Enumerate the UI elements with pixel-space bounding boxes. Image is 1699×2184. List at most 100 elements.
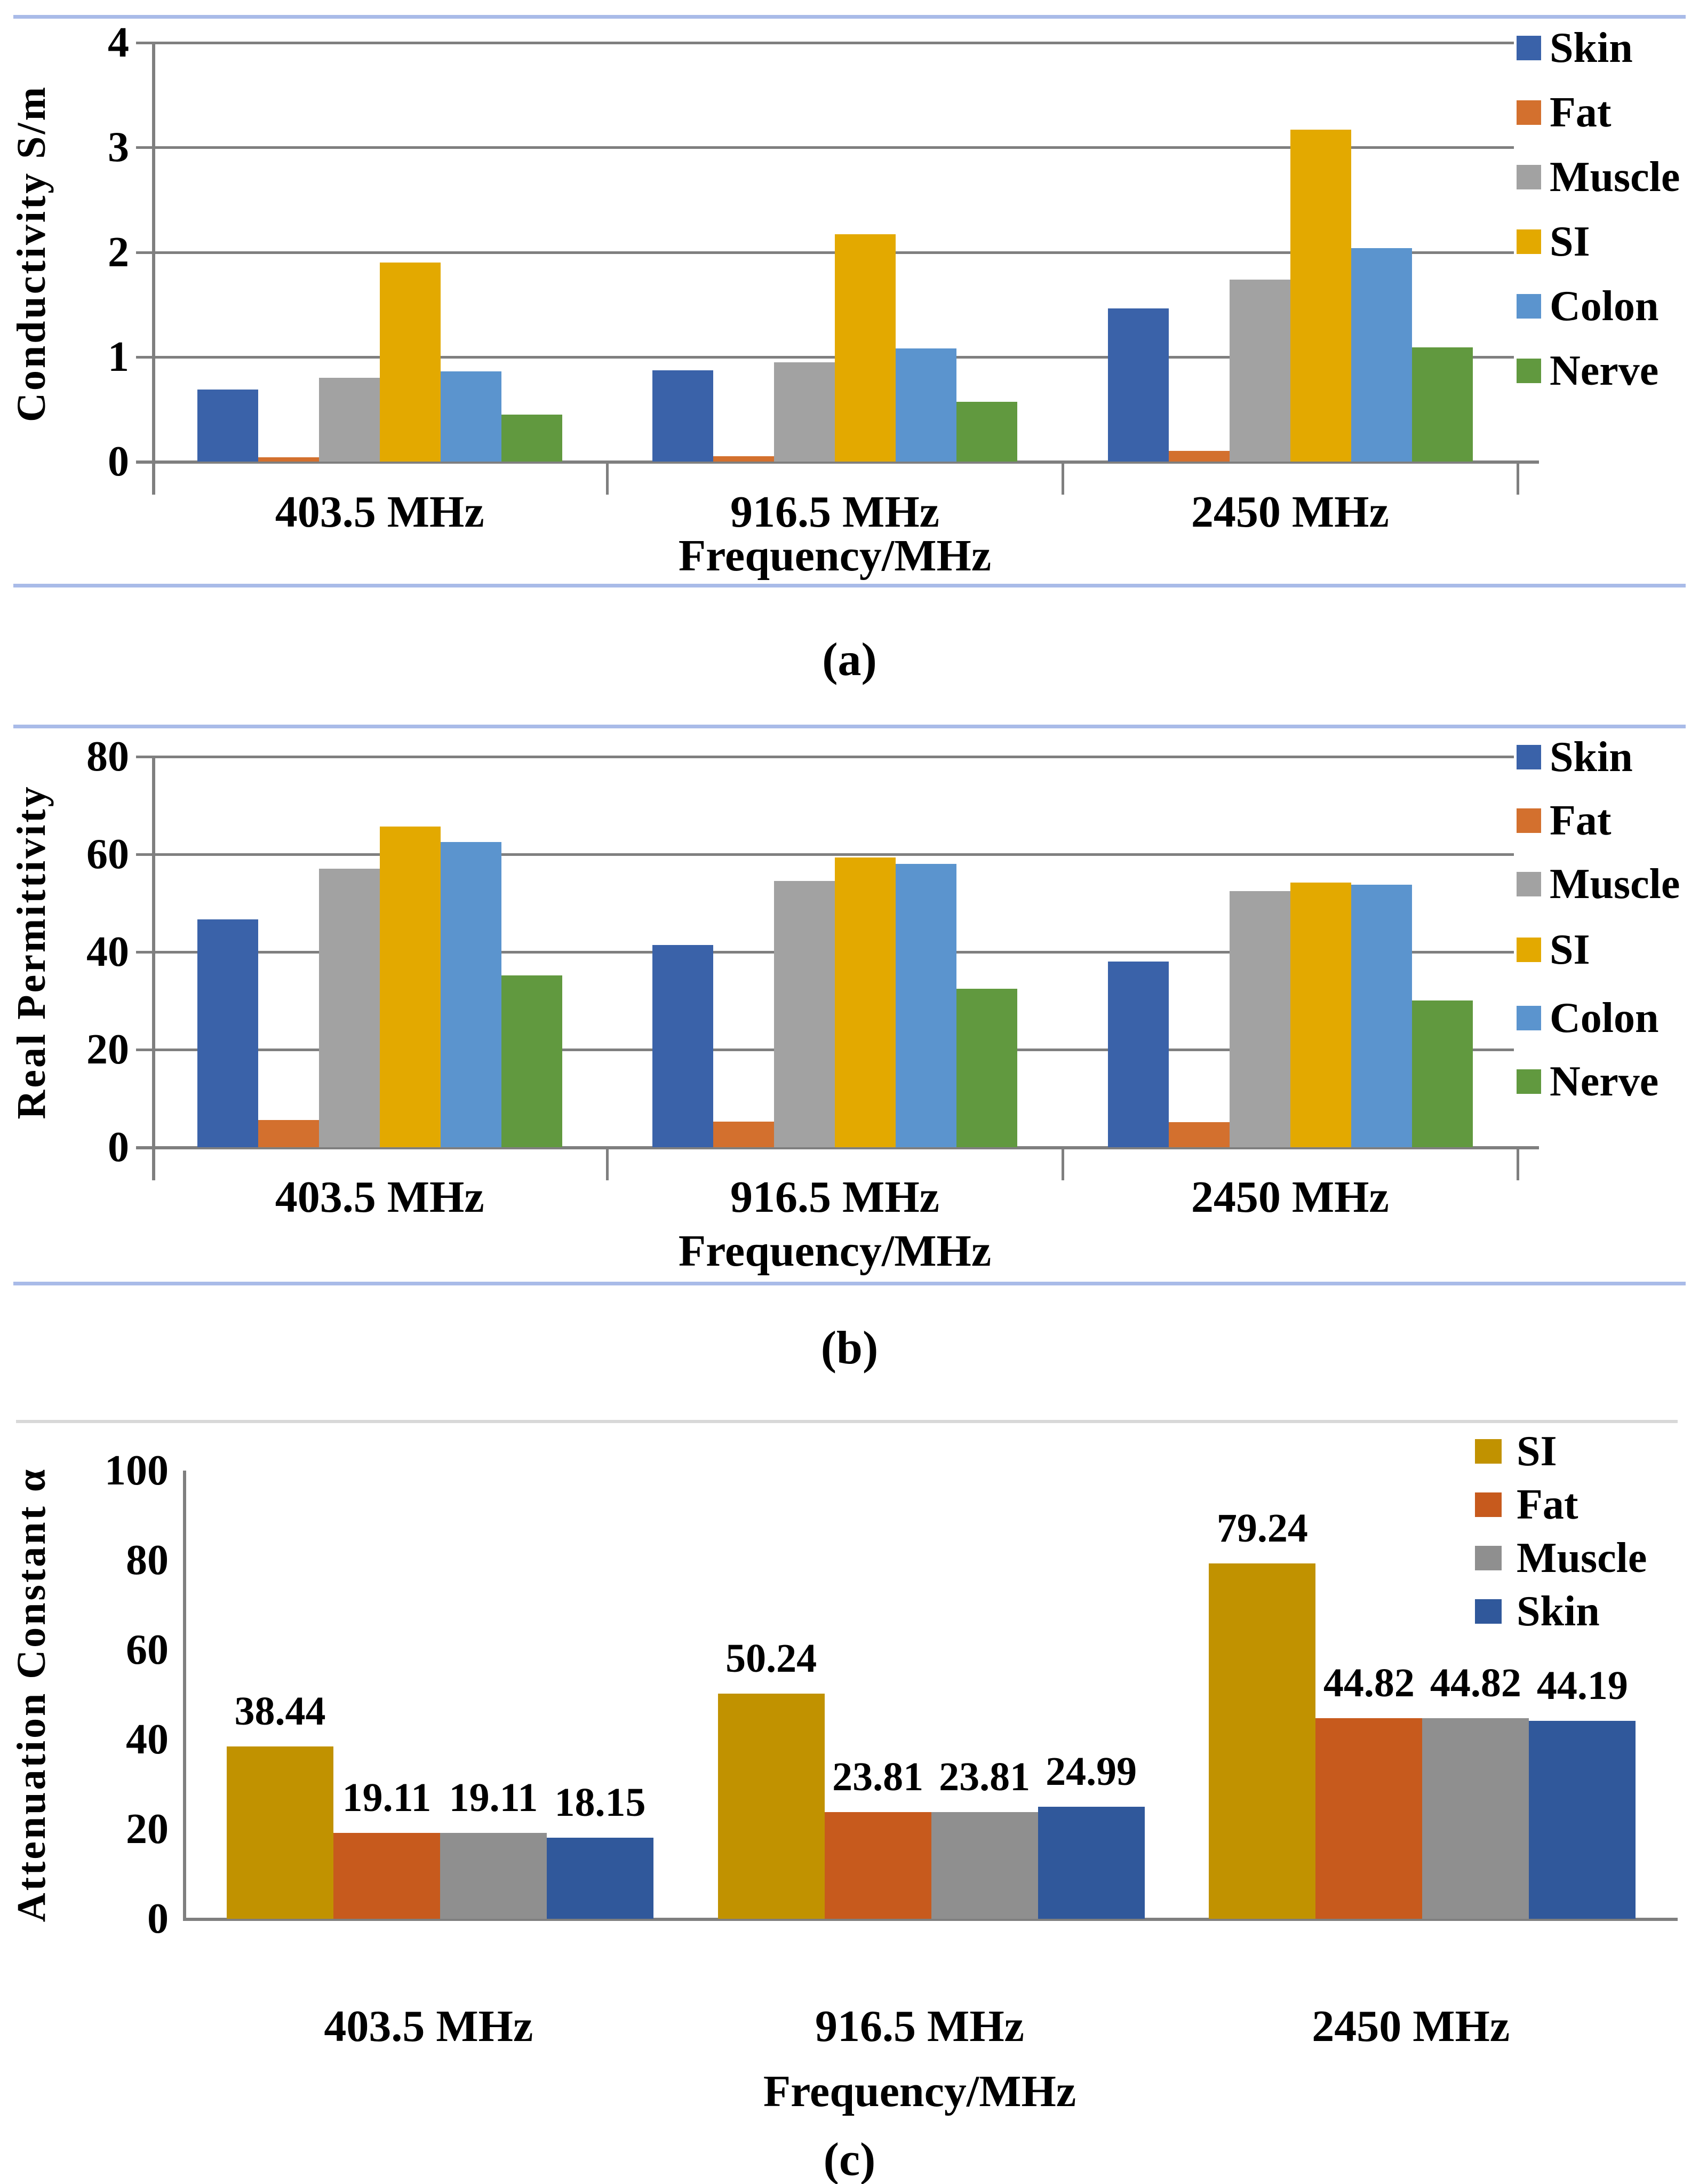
legend-label-muscle: Muscle [1550,154,1680,201]
legend-label-si: SI [1517,1428,1557,1475]
y-tick-label: 0 [147,1895,169,1942]
y-tick-label: 3 [108,124,129,171]
bar-muscle [1422,1718,1529,1919]
legend-label-fat: Fat [1550,89,1612,136]
caption-c: (c) [823,2134,876,2184]
bar-muscle [1229,891,1290,1147]
legend-label-muscle: Muscle [1550,861,1680,908]
y-tick-label: 2 [108,228,129,276]
divider-line-top-a [13,15,1686,19]
bar-si [1290,129,1351,462]
bar-nerve [501,975,562,1147]
bar-value-label: 24.99 [1046,1749,1137,1794]
legend-swatch-skin [1517,745,1541,769]
y-tick-label: 80 [86,733,129,780]
bar-value-label: 44.82 [1430,1660,1521,1705]
x-axis-tick [1517,1147,1519,1180]
legend-swatch-si [1475,1439,1502,1464]
bar-si [717,1693,825,1919]
bar-fat [713,456,775,462]
gridline [136,1049,1514,1051]
legend-swatch-fat [1517,808,1541,833]
bar-colon [1351,248,1412,462]
bar-si [1209,1563,1316,1919]
bar-value-label: 19.11 [342,1775,432,1821]
bar-skin [1107,962,1169,1147]
bar-value-label: 18.15 [554,1780,646,1825]
y-tick-label: 80 [126,1537,169,1584]
y-tick-label: 100 [105,1447,169,1494]
legend-label-si: SI [1550,926,1590,973]
legend-swatch-nerve [1517,1069,1541,1094]
gridline [136,853,1514,856]
legend-swatch-si [1517,938,1541,962]
bar-fat [258,1119,319,1147]
gridline [136,756,1514,758]
legend-label-muscle: Muscle [1517,1535,1647,1582]
legend-label-colon: Colon [1550,995,1659,1042]
y-tick-label: 20 [86,1026,129,1073]
x-axis-tick [606,1147,609,1180]
y-tick-label: 40 [126,1716,169,1763]
category-label: 916.5 MHz [730,1172,939,1222]
y-tick-label: 60 [86,831,129,878]
bar-skin [1038,1807,1145,1919]
bar-si [380,826,441,1147]
bar-colon [1351,884,1412,1147]
y-tick-label: 0 [108,438,129,485]
y-tick-label: 40 [86,928,129,975]
bar-muscle [319,378,380,462]
legend-label-skin: Skin [1550,25,1633,72]
bar-nerve [1411,347,1473,462]
bar-fat [1315,1718,1423,1919]
bar-nerve [956,402,1018,462]
bar-value-label: 44.19 [1536,1663,1628,1708]
category-label: 916.5 MHz [730,487,939,537]
bar-colon [896,864,957,1147]
x-axis-line [136,460,1539,464]
legend-swatch-fat [1517,100,1541,125]
bar-skin [547,1837,653,1919]
divider-line-bottom-a [13,584,1686,587]
bar-muscle [774,362,835,462]
bar-fat [258,457,319,462]
bar-colon [896,348,957,462]
bar-skin [652,945,714,1147]
caption-b: (b) [820,1322,879,1374]
legend-swatch-colon [1517,1006,1541,1030]
bar-colon [441,842,501,1147]
y-tick-label: 1 [108,333,129,380]
bar-muscle [440,1833,547,1919]
legend-label-si: SI [1550,218,1590,265]
bar-si [227,1746,333,1919]
y-tick-label: 20 [126,1806,169,1853]
x-axis-line [136,1146,1539,1149]
x-axis-tick [1517,462,1519,495]
bar-skin [197,919,258,1147]
x-axis-title-b: Frequency/MHz [678,1226,992,1276]
y-tick-label: 4 [108,19,129,66]
bar-fat [713,1122,775,1147]
bar-fat [824,1812,931,1919]
bar-value-label: 44.82 [1323,1660,1415,1705]
legend-label-skin: Skin [1550,734,1633,781]
bar-muscle [931,1812,1038,1919]
bar-fat [1168,1122,1230,1147]
category-label: 916.5 MHz [815,2002,1024,2051]
x-axis-tick [606,462,609,495]
gridline [136,251,1514,254]
bar-si [1290,883,1351,1147]
bar-nerve [956,988,1018,1147]
y-axis-line [152,757,155,1180]
bar-value-label: 38.44 [234,1689,326,1734]
bar-colon [441,371,501,462]
x-axis-tick [1061,1147,1064,1180]
